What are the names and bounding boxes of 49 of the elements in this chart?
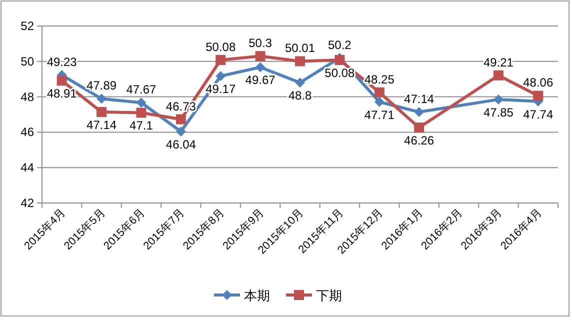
legend-label: 下期 bbox=[316, 288, 342, 303]
data-label: 47.89 bbox=[86, 78, 117, 93]
point bbox=[295, 78, 305, 88]
data-label: 47.67 bbox=[126, 82, 157, 97]
point bbox=[136, 108, 146, 118]
data-label: 50.01 bbox=[284, 41, 316, 56]
data-label: 47.85 bbox=[483, 105, 514, 120]
point bbox=[176, 126, 186, 136]
data-label: 48.8 bbox=[288, 88, 312, 103]
data-label: 46.04 bbox=[166, 137, 196, 152]
point bbox=[493, 70, 504, 80]
data-label: 49.21 bbox=[483, 55, 514, 70]
y-tick-label: 46 bbox=[20, 125, 34, 140]
point bbox=[136, 98, 146, 108]
data-label: 48.91 bbox=[46, 86, 78, 101]
point bbox=[255, 51, 266, 62]
y-tick-label: 48 bbox=[20, 90, 34, 104]
data-label: 47.71 bbox=[364, 108, 395, 122]
point bbox=[533, 90, 544, 101]
point bbox=[295, 56, 305, 66]
data-label: 50.3 bbox=[248, 36, 272, 50]
data-label: 49.23 bbox=[46, 55, 78, 70]
point bbox=[96, 94, 107, 104]
data-label: 46.26 bbox=[404, 134, 434, 148]
data-label: 47.14 bbox=[86, 118, 117, 132]
data-label: 49.67 bbox=[245, 73, 276, 88]
point bbox=[176, 114, 186, 124]
y-tick-label: 44 bbox=[20, 160, 34, 175]
legend-label: 本期 bbox=[244, 288, 270, 303]
data-label: 47.14 bbox=[404, 92, 434, 106]
point bbox=[414, 122, 424, 133]
point bbox=[96, 107, 107, 118]
point bbox=[374, 96, 384, 107]
data-label: 50.08 bbox=[206, 40, 236, 54]
y-tick-label: 52 bbox=[20, 19, 34, 33]
point bbox=[493, 94, 504, 104]
point bbox=[374, 87, 384, 98]
data-label: 48.06 bbox=[523, 76, 554, 90]
data-label: 48.25 bbox=[364, 72, 395, 86]
point bbox=[216, 54, 226, 65]
data-label: 50.2 bbox=[328, 38, 352, 52]
point bbox=[216, 71, 226, 82]
data-label: 47.1 bbox=[130, 118, 154, 133]
y-tick-label: 42 bbox=[20, 196, 34, 210]
point bbox=[255, 62, 266, 72]
point bbox=[414, 107, 424, 118]
y-tick-label: 50 bbox=[20, 54, 34, 68]
point bbox=[56, 76, 67, 86]
data-label: 47.74 bbox=[523, 107, 554, 122]
